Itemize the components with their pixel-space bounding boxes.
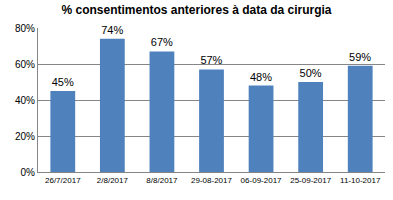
svg-text:26/7/2017: 26/7/2017 <box>45 176 81 185</box>
svg-text:40%: 40% <box>15 95 35 106</box>
svg-text:06-09-2017: 06-09-2017 <box>241 176 282 185</box>
svg-text:59%: 59% <box>349 51 371 63</box>
svg-text:11-10-2017: 11-10-2017 <box>340 176 381 185</box>
svg-text:80%: 80% <box>15 23 35 34</box>
svg-text:25-09-2017: 25-09-2017 <box>290 176 331 185</box>
svg-text:60%: 60% <box>15 59 35 70</box>
svg-text:2/8/2017: 2/8/2017 <box>97 176 129 185</box>
svg-text:50%: 50% <box>300 67 322 79</box>
svg-text:8/8/2017: 8/8/2017 <box>146 176 178 185</box>
svg-text:48%: 48% <box>250 71 272 83</box>
svg-text:0%: 0% <box>21 167 36 178</box>
svg-text:74%: 74% <box>101 24 123 36</box>
svg-text:45%: 45% <box>52 76 74 88</box>
svg-text:57%: 57% <box>200 54 222 66</box>
svg-text:% consentimentos anteriores à: % consentimentos anteriores à data da ci… <box>61 3 331 17</box>
svg-text:67%: 67% <box>151 36 173 48</box>
svg-text:20%: 20% <box>15 131 35 142</box>
svg-text:29-08-2017: 29-08-2017 <box>191 176 232 185</box>
